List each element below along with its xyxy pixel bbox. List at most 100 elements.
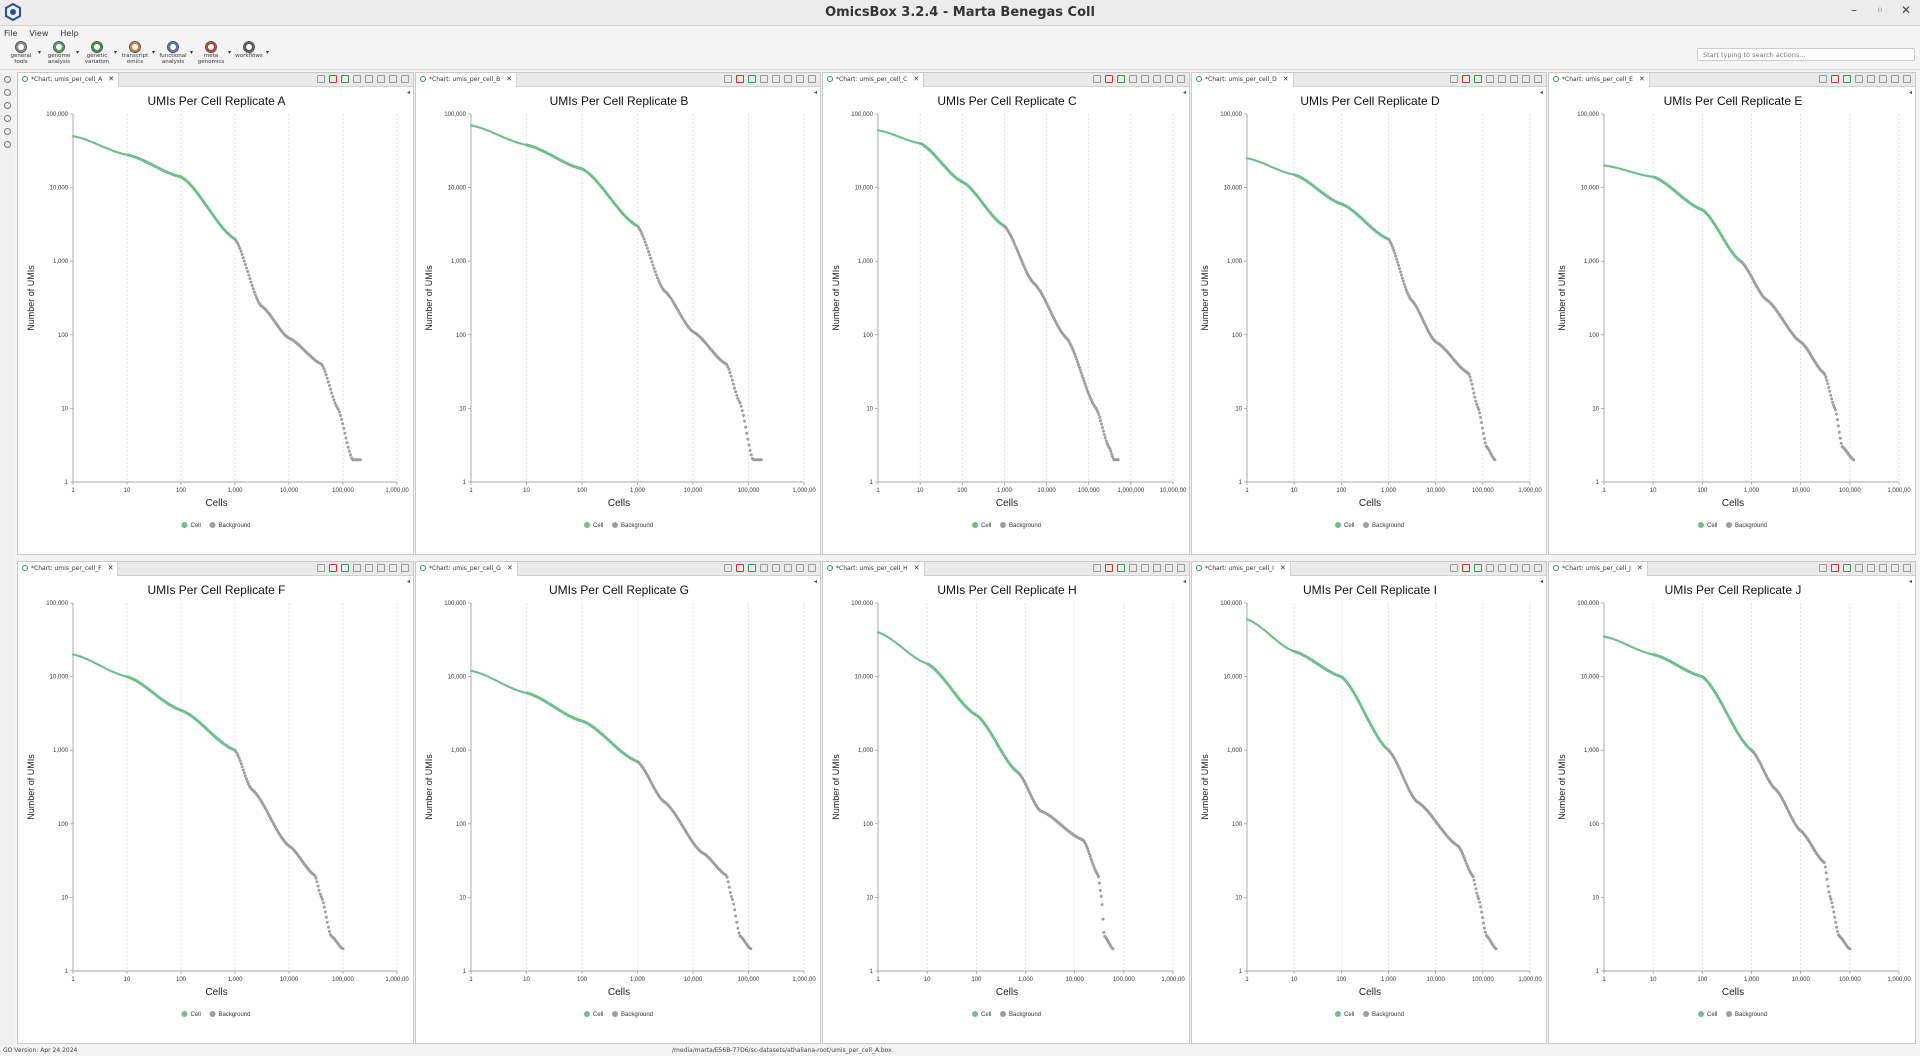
save-icon[interactable] [317,564,325,572]
toolbar-tool-genome-analysis[interactable]: genome analysis ▾ [42,40,79,70]
excel-export-icon[interactable] [1843,564,1851,572]
maximize-icon[interactable] [808,564,816,572]
save-icon[interactable] [1819,75,1827,83]
zoom-out-icon[interactable] [1879,564,1887,572]
excel-export-icon[interactable] [1843,75,1851,83]
excel-export-icon[interactable] [748,75,756,83]
copy-icon[interactable] [1855,75,1863,83]
chart-tab[interactable]: *Chart: umis_per_cell_E ✕ [1549,73,1650,87]
zoom-out-icon[interactable] [784,75,792,83]
excel-export-icon[interactable] [1474,564,1482,572]
side-tool-icon[interactable] [4,141,11,148]
tab-close-icon[interactable]: ✕ [107,564,114,572]
tab-close-icon[interactable]: ✕ [506,75,513,83]
tab-close-icon[interactable]: ✕ [913,564,920,572]
search-actions-input[interactable] [1697,48,1915,61]
close-icon[interactable]: ✕ [1900,3,1912,17]
zoom-in-icon[interactable] [1498,564,1506,572]
copy-icon[interactable] [760,75,768,83]
minimize-icon[interactable] [1165,75,1173,83]
toolbar-tool-workflows[interactable]: workflows ▾ [232,40,269,70]
save-icon[interactable] [724,564,732,572]
pdf-export-icon[interactable] [1105,75,1113,83]
zoom-out-icon[interactable] [784,564,792,572]
collapse-icon[interactable]: ◂ [406,578,410,585]
dropdown-arrow-icon[interactable]: ▾ [37,49,41,56]
collapse-icon[interactable]: ◂ [1539,578,1543,585]
zoom-out-icon[interactable] [377,75,385,83]
copy-icon[interactable] [760,564,768,572]
side-tool-icon[interactable] [4,102,11,109]
collapse-icon[interactable]: ◂ [1182,89,1186,96]
zoom-in-icon[interactable] [1141,75,1149,83]
zoom-in-icon[interactable] [1141,564,1149,572]
pdf-export-icon[interactable] [1831,75,1839,83]
menu-file[interactable]: File [4,28,18,38]
side-tool-icon[interactable] [4,128,11,135]
chart-tab[interactable]: *Chart: umis_per_cell_F ✕ [18,562,119,576]
minimize-icon[interactable] [1522,75,1530,83]
minimize-icon[interactable] [1891,75,1899,83]
copy-icon[interactable] [353,75,361,83]
collapse-icon[interactable]: ◂ [1539,89,1543,96]
pdf-export-icon[interactable] [1462,564,1470,572]
excel-export-icon[interactable] [341,564,349,572]
chart-tab[interactable]: *Chart: umis_per_cell_H ✕ [823,562,925,576]
zoom-in-icon[interactable] [772,564,780,572]
copy-icon[interactable] [353,564,361,572]
collapse-icon[interactable]: ◂ [406,89,410,96]
excel-export-icon[interactable] [1117,75,1125,83]
dropdown-arrow-icon[interactable]: ▾ [227,49,231,56]
minimize-icon[interactable] [796,564,804,572]
maximize-icon[interactable] [401,564,409,572]
pdf-export-icon[interactable] [1462,75,1470,83]
minimize-icon[interactable]: – [1851,3,1857,17]
tab-close-icon[interactable]: ✕ [1638,75,1645,83]
minimize-icon[interactable] [1165,564,1173,572]
collapse-icon[interactable]: ◂ [1182,578,1186,585]
save-icon[interactable] [317,75,325,83]
copy-icon[interactable] [1129,75,1137,83]
tab-close-icon[interactable]: ✕ [108,75,115,83]
chart-tab[interactable]: *Chart: umis_per_cell_C ✕ [823,73,925,87]
side-tool-icon[interactable] [4,76,11,83]
maximize-icon[interactable] [1177,75,1185,83]
copy-icon[interactable] [1486,564,1494,572]
menu-view[interactable]: View [29,28,49,38]
toolbar-tool-general-tools[interactable]: general tools ▾ [4,40,41,70]
zoom-in-icon[interactable] [365,75,373,83]
save-icon[interactable] [1093,564,1101,572]
copy-icon[interactable] [1486,75,1494,83]
toolbar-tool-transcript-omics[interactable]: transcript omics ▾ [118,40,155,70]
collapse-icon[interactable]: ◂ [813,578,817,585]
copy-icon[interactable] [1129,564,1137,572]
minimize-icon[interactable] [389,564,397,572]
dropdown-arrow-icon[interactable]: ▾ [151,49,155,56]
maximize-icon[interactable] [1177,564,1185,572]
tab-close-icon[interactable]: ✕ [506,564,513,572]
toolbar-tool-genetic-variation[interactable]: genetic variation ▾ [80,40,117,70]
chart-tab[interactable]: *Chart: umis_per_cell_I ✕ [1192,562,1291,576]
dropdown-arrow-icon[interactable]: ▾ [189,49,193,56]
zoom-in-icon[interactable] [1498,75,1506,83]
chart-tab[interactable]: *Chart: umis_per_cell_A ✕ [18,73,120,87]
save-icon[interactable] [1450,564,1458,572]
zoom-out-icon[interactable] [1510,564,1518,572]
collapse-icon[interactable]: ◂ [813,89,817,96]
maximize-icon[interactable] [1903,564,1911,572]
chart-tab[interactable]: *Chart: umis_per_cell_J ✕ [1549,562,1648,576]
minimize-icon[interactable] [796,75,804,83]
zoom-out-icon[interactable] [1153,564,1161,572]
minimize-icon[interactable] [389,75,397,83]
pdf-export-icon[interactable] [1831,564,1839,572]
side-tool-icon[interactable] [4,89,11,96]
dropdown-arrow-icon[interactable]: ▾ [75,49,79,56]
pdf-export-icon[interactable] [1105,564,1113,572]
zoom-out-icon[interactable] [377,564,385,572]
copy-icon[interactable] [1855,564,1863,572]
zoom-in-icon[interactable] [1867,75,1875,83]
minimize-icon[interactable] [1891,564,1899,572]
zoom-out-icon[interactable] [1153,75,1161,83]
save-icon[interactable] [1093,75,1101,83]
save-icon[interactable] [1819,564,1827,572]
